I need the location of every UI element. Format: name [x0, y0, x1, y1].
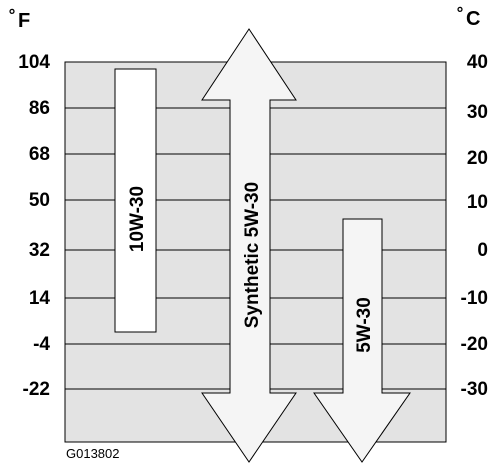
figure-code: G013802 — [66, 446, 120, 461]
celsius-tick-label: 0 — [477, 240, 488, 261]
celsius-tick-label: -30 — [461, 379, 488, 400]
celsius-tick-label: 30 — [467, 102, 488, 123]
celsius-tick-label: -20 — [461, 334, 488, 355]
grade-5w30-label: 5W-30 — [354, 297, 375, 353]
grade-10w30-bar — [114, 68, 157, 333]
fahrenheit-tick-label: -22 — [23, 379, 50, 400]
fahrenheit-tick-label: -4 — [33, 334, 50, 355]
grade-synthetic-double-arrow — [201, 28, 297, 463]
fahrenheit-tick-label: 14 — [29, 288, 51, 309]
fahrenheit-tick-label: 50 — [29, 190, 50, 211]
fahrenheit-tick-label: 86 — [29, 98, 50, 119]
celsius-tick-label: 10 — [467, 192, 488, 213]
fahrenheit-unit-label: F — [18, 10, 30, 32]
celsius-tick-label: -10 — [461, 288, 488, 309]
fahrenheit-degree-symbol: ° — [8, 6, 16, 25]
celsius-axis: 40 30 20 10 0 -10 -20 -30 — [461, 52, 488, 400]
celsius-degree-symbol: ° — [456, 4, 464, 23]
celsius-tick-label: 20 — [467, 148, 488, 169]
celsius-unit-label: C — [466, 8, 480, 30]
fahrenheit-tick-label: 32 — [29, 240, 50, 261]
fahrenheit-tick-label: 104 — [18, 52, 50, 73]
celsius-tick-label: 40 — [467, 52, 488, 73]
grade-5w30-down-arrow — [313, 218, 411, 463]
grade-10w30-label: 10W-30 — [127, 186, 148, 252]
fahrenheit-tick-label: 68 — [29, 144, 50, 165]
grade-synthetic-label: Synthetic 5W-30 — [242, 182, 263, 328]
fahrenheit-axis: 104 86 68 50 32 14 -4 -22 — [18, 52, 50, 400]
